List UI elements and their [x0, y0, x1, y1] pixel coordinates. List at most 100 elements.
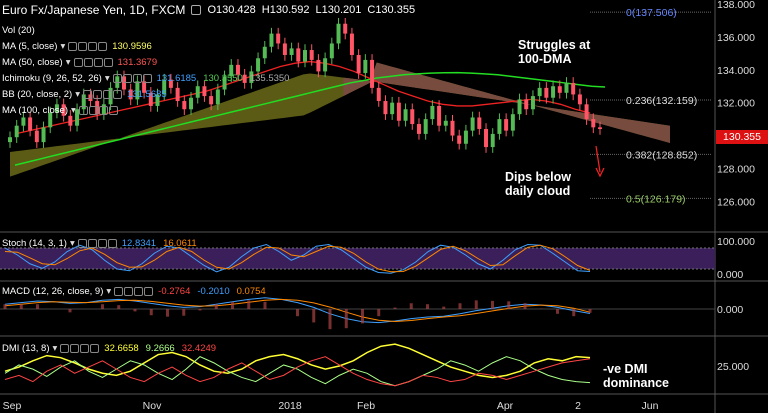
- more-icon[interactable]: [109, 106, 118, 115]
- chart-header: Euro Fx/Japanese Yen, 1D, FXCM O130.428 …: [2, 3, 415, 17]
- candle-body: [296, 48, 300, 61]
- annotation-dmi: -ve DMI dominance: [603, 362, 669, 390]
- price-tick: 128.000: [717, 163, 755, 175]
- more-icon[interactable]: [108, 239, 117, 248]
- candle-body: [269, 34, 273, 47]
- x-axis-label: Jun: [642, 400, 659, 412]
- eye-icon[interactable]: [114, 287, 123, 296]
- x-axis-label: 2018: [278, 400, 302, 412]
- close-icon[interactable]: [94, 58, 103, 67]
- chevron-down-icon[interactable]: ▾: [106, 286, 111, 297]
- candle-body: [216, 90, 220, 105]
- close-icon[interactable]: [88, 42, 97, 51]
- gear-icon[interactable]: [123, 74, 132, 83]
- candle-body: [290, 48, 294, 55]
- legend-dmi-label: DMI (13, 8): [2, 343, 50, 354]
- eye-icon[interactable]: [191, 5, 201, 15]
- price-tick: 134.000: [717, 65, 755, 77]
- eye-icon[interactable]: [60, 344, 69, 353]
- candle-body: [497, 119, 501, 134]
- more-icon[interactable]: [90, 344, 99, 353]
- dmi-series-line: [5, 357, 590, 386]
- candle-body: [397, 103, 401, 121]
- legend-vol[interactable]: Vol (20): [2, 25, 35, 36]
- dmi-series-line: [5, 357, 590, 386]
- candle-body: [444, 121, 448, 126]
- gear-icon[interactable]: [89, 106, 98, 115]
- legend-ichimoku-v1: 131.6185: [155, 73, 199, 84]
- chevron-down-icon[interactable]: ▾: [75, 89, 80, 100]
- x-axis-label: 2: [575, 400, 581, 412]
- legend-ma100[interactable]: MA (100, close) ▾: [2, 105, 118, 116]
- more-icon[interactable]: [143, 74, 152, 83]
- more-icon[interactable]: [144, 287, 153, 296]
- gear-icon[interactable]: [88, 239, 97, 248]
- candle-body: [35, 131, 39, 143]
- legend-bb-label: BB (20, close, 2): [2, 89, 72, 100]
- legend-bb[interactable]: BB (20, close, 2) ▾ 131.5685: [2, 89, 169, 100]
- close-icon[interactable]: [99, 106, 108, 115]
- candle-body: [585, 104, 589, 119]
- gear-icon[interactable]: [124, 287, 133, 296]
- x-axis-label: Sep: [3, 400, 22, 412]
- gear-icon[interactable]: [78, 42, 87, 51]
- dmi-tick: 25.000: [717, 361, 749, 373]
- chevron-down-icon[interactable]: ▾: [70, 238, 75, 249]
- ohlc-high: H130.592: [262, 4, 310, 16]
- eye-icon[interactable]: [79, 106, 88, 115]
- candle-body: [343, 24, 347, 34]
- legend-ma5[interactable]: MA (5, close) ▾ 130.9596: [2, 41, 154, 52]
- candle-body: [591, 119, 595, 127]
- candle-body: [578, 94, 582, 104]
- legend-dmi-a: 32.6658: [102, 343, 140, 354]
- legend-ma50-value: 131.3679: [116, 57, 160, 68]
- candle-body: [337, 24, 341, 44]
- chevron-down-icon[interactable]: ▾: [53, 343, 58, 354]
- candle-body: [189, 98, 193, 110]
- ohlc-close: C130.355: [367, 4, 415, 16]
- fib-label: 0.236(132.159): [626, 95, 697, 107]
- candle-body: [524, 99, 528, 109]
- eye-icon[interactable]: [74, 58, 83, 67]
- close-icon[interactable]: [98, 239, 107, 248]
- legend-dmi[interactable]: DMI (13, 8) ▾ 32.6658 9.2666 32.4249: [2, 343, 218, 354]
- chevron-down-icon[interactable]: ▾: [71, 105, 76, 116]
- ohlc-low: L130.201: [315, 4, 361, 16]
- candle-body: [383, 101, 387, 114]
- candle-body: [310, 50, 314, 60]
- legend-ma5-label: MA (5, close): [2, 41, 57, 52]
- candle-body: [518, 99, 522, 114]
- candle-body: [283, 43, 287, 55]
- close-icon[interactable]: [103, 90, 112, 99]
- chevron-down-icon[interactable]: ▾: [105, 73, 110, 84]
- chevron-down-icon[interactable]: ▾: [66, 57, 71, 68]
- close-icon[interactable]: [133, 74, 142, 83]
- eye-icon[interactable]: [68, 42, 77, 51]
- gear-icon[interactable]: [70, 344, 79, 353]
- candle-body: [276, 34, 280, 44]
- gear-icon[interactable]: [93, 90, 102, 99]
- close-icon[interactable]: [80, 344, 89, 353]
- eye-icon[interactable]: [83, 90, 92, 99]
- chevron-down-icon[interactable]: ▾: [60, 41, 65, 52]
- legend-ichimoku-label: Ichimoku (9, 26, 52, 26): [2, 73, 102, 84]
- eye-icon[interactable]: [78, 239, 87, 248]
- more-icon[interactable]: [104, 58, 113, 67]
- candle-body: [471, 117, 475, 130]
- candle-body: [316, 60, 320, 72]
- candle-body: [390, 103, 394, 115]
- eye-icon[interactable]: [113, 74, 122, 83]
- legend-stoch[interactable]: Stoch (14, 3, 1) ▾ 12.8341 16.0611: [2, 238, 199, 249]
- legend-ichimoku[interactable]: Ichimoku (9, 26, 52, 26) ▾ 131.6185 130.…: [2, 73, 291, 84]
- legend-ma50[interactable]: MA (50, close) ▾ 131.3679: [2, 57, 159, 68]
- close-icon[interactable]: [134, 287, 143, 296]
- more-icon[interactable]: [113, 90, 122, 99]
- ohlc-open: O130.428: [207, 4, 255, 16]
- annotation-struggles: Struggles at 100-DMA: [518, 38, 590, 66]
- candle-body: [404, 109, 408, 121]
- symbol-title[interactable]: Euro Fx/Japanese Yen, 1D, FXCM: [2, 3, 185, 17]
- legend-macd[interactable]: MACD (12, 26, close, 9) ▾ -0.2764 -0.201…: [2, 286, 268, 297]
- more-icon[interactable]: [98, 42, 107, 51]
- gear-icon[interactable]: [84, 58, 93, 67]
